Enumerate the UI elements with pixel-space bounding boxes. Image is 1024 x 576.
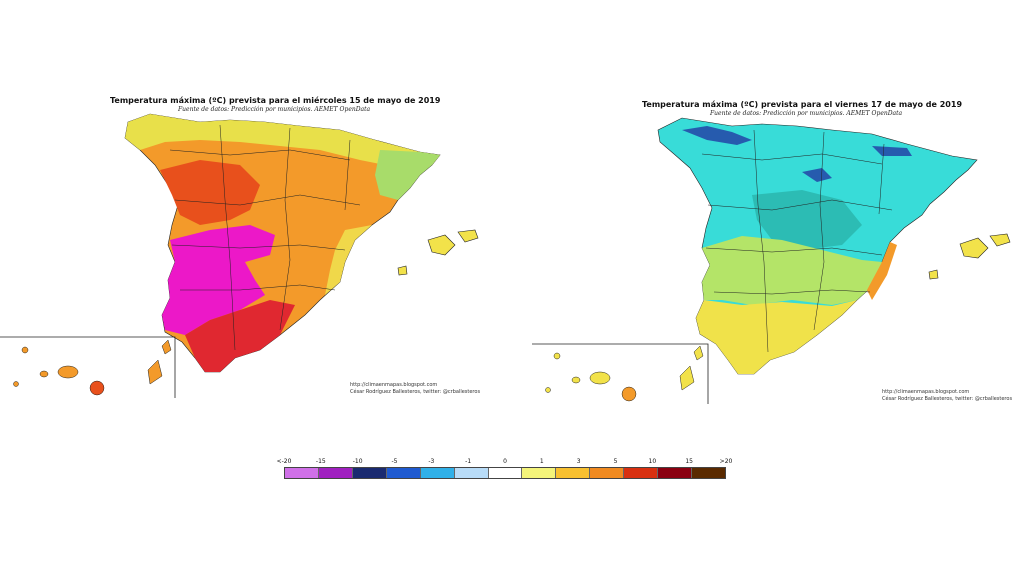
right-map-canary-frame	[532, 343, 709, 404]
legend-label: 3	[576, 458, 581, 465]
right-map-panel: Temperatura máxima (ºC) prevista para el…	[532, 0, 1012, 420]
right-map-teal-zone	[752, 190, 862, 250]
right-map-svg	[532, 117, 1011, 404]
left-map-subtitle: Fuente de datos: Predicción por municipi…	[178, 106, 371, 113]
right-map-navy-zone	[682, 126, 912, 182]
right-map-balearics	[928, 233, 1011, 280]
right-map-credit-url: http://climaenmapas.blogspot.com	[882, 389, 970, 395]
legend-swatch	[454, 468, 489, 478]
right-map-province-lines	[701, 129, 893, 353]
legend-label: 1	[539, 458, 544, 465]
left-map-magenta-zone	[162, 225, 275, 335]
legend-label: -1	[465, 458, 472, 465]
legend-swatch	[318, 468, 353, 478]
legend-swatch	[624, 468, 659, 478]
legend-swatch	[420, 468, 455, 478]
legend-label: >20	[719, 458, 733, 465]
left-map-northeast-zone	[375, 150, 440, 200]
legend-swatch	[352, 468, 387, 478]
left-map-credit-author: César Rodríguez Ballesteros, twitter: @c…	[350, 389, 481, 395]
legend-label: 0	[503, 458, 507, 465]
right-map-subtitle: Fuente de datos: Predicción por municipi…	[710, 110, 903, 117]
legend-swatch	[522, 468, 557, 478]
right-map-canary-islands	[545, 345, 704, 402]
right-map-green-zone	[702, 236, 882, 305]
left-map-canary-frame	[0, 336, 176, 398]
color-legend: <-20 -15 -10 -5 -3 -1 0 1 3 5 10 15 >20	[277, 458, 733, 479]
legend-label: <-20	[276, 458, 292, 465]
legend-label: 15	[685, 458, 693, 465]
left-map-title: Temperatura máxima (ºC) prevista para el…	[110, 96, 441, 105]
left-map-svg	[0, 113, 479, 398]
legend-label: -10	[352, 458, 363, 465]
legend-swatch	[285, 468, 319, 478]
legend-label: 10	[648, 458, 657, 465]
right-map-credit-author: César Rodríguez Ballesteros, twitter: @c…	[882, 396, 1013, 402]
legend-labels: <-20 -15 -10 -5 -3 -1 0 1 3 5 10 15 >20	[277, 458, 733, 466]
legend-swatch	[692, 468, 725, 478]
left-map-red-zone	[160, 160, 260, 225]
left-map-balearics	[397, 229, 479, 276]
legend-swatch	[658, 468, 693, 478]
left-map-province-lines	[169, 124, 361, 351]
legend-swatch	[386, 468, 421, 478]
left-map-east-coast	[325, 225, 372, 295]
legend-swatch	[488, 468, 523, 478]
legend-label: -3	[428, 458, 435, 465]
legend-swatch	[590, 468, 625, 478]
legend-bar	[284, 467, 726, 479]
left-map-canary-islands	[13, 339, 172, 396]
legend-swatch	[556, 468, 591, 478]
right-map-southeast-orange	[867, 242, 897, 300]
left-map-north-zone	[125, 114, 440, 168]
legend-label: -15	[315, 458, 326, 465]
legend-label: -5	[391, 458, 398, 465]
left-map-south-red	[185, 300, 295, 372]
left-map-panel: Temperatura máxima (ºC) prevista para el…	[0, 0, 512, 420]
left-map-credit-url: http://climaenmapas.blogspot.com	[350, 382, 438, 388]
right-map-title: Temperatura máxima (ºC) prevista para el…	[642, 100, 963, 109]
right-map-yellow-zone	[696, 300, 857, 374]
legend-label: 5	[613, 458, 618, 465]
